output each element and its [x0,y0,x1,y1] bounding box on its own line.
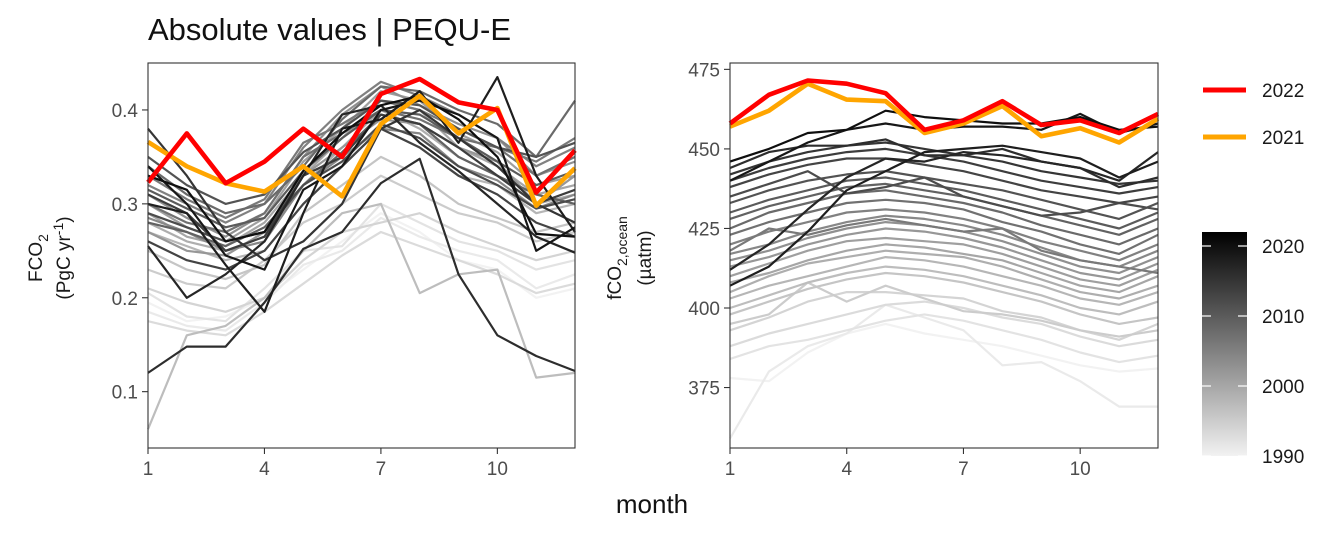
background-series-line-2012 [147,122,576,243]
fco2-ylabel-line1: FCO2 [26,234,51,282]
legend-label-2022: 2022 [1262,81,1304,102]
fco2-ocean-series-group [728,78,1160,440]
background-series-line-1998 [729,256,1159,306]
y-tick-label: 475 [688,60,720,81]
background-series-line-2016 [147,157,576,374]
background-series-line-1996 [729,271,1159,325]
background-series-line-1991 [147,216,576,332]
background-series-line-1994 [147,212,576,313]
highlight-series-line-2022 [146,76,577,195]
fco2-panel-border [147,62,576,449]
background-series-line-1999 [729,249,1159,300]
background-series-line-2015 [147,108,576,262]
background-series-line-2011 [147,99,576,205]
fco2-ylabel-line2: (PgC yr-1) [50,216,75,299]
colorbar-ticks: 2020 2010 2000 1990 [1202,237,1304,468]
background-series-line-1993 [147,230,576,337]
y-tick-label: 0.1 [112,383,138,404]
colorbar [1202,232,1247,456]
fco2-ocean-axes: 375 400 425 450 475 1 4 7 10 [688,60,1090,480]
background-series-line-1990 [729,322,1159,383]
background-series-line-1995 [729,281,1159,338]
background-series-line-2000 [729,243,1159,294]
legend-label-2021: 2021 [1262,128,1304,149]
x-tick-label: 7 [376,459,387,480]
background-series-line-1997 [729,265,1159,316]
fco2-ocean-panel-border [729,62,1159,449]
background-series-line-1991 [729,303,1158,440]
fco2-axes: 0.1 0.2 0.3 0.4 1 4 7 10 [112,101,508,480]
y-tick-label: 400 [688,299,720,320]
y-tick-label: 425 [688,219,720,240]
x-tick-label: 10 [1070,459,1091,480]
x-tick-label: 1 [143,459,154,480]
fco2-ocean-panel: 375 400 425 450 475 1 4 7 10 fCO2,ocean (µatm) [605,60,1160,480]
x-tick-label: 1 [725,459,736,480]
fco2-ocean-ylabel-line1: fCO2,ocean [605,216,630,300]
background-series-line-2015 [729,141,1159,185]
background-series-line-2013 [147,127,576,271]
y-tick-label: 450 [688,140,720,161]
legend: 2022 2021 2020 2010 2000 1990 [1202,81,1304,468]
y-tick-label: 0.4 [112,101,139,122]
colorbar-tick-label: 2010 [1262,307,1304,328]
background-series-line-2020 [147,94,576,243]
background-series-line-2019 [147,99,576,271]
background-series-line-2014 [147,113,576,252]
x-tick-label: 10 [487,459,508,480]
y-tick-label: 0.3 [112,195,138,216]
colorbar-tick-label: 2020 [1262,237,1304,258]
colorbar-tick-label: 1990 [1262,447,1304,468]
colorbar-tick-label: 2000 [1262,377,1304,398]
background-series-line-1995 [147,174,576,290]
background-series-line-2020 [729,109,1159,163]
background-series-line-2005 [147,80,576,224]
background-series-line-2006 [729,217,1159,275]
background-series-line-1992 [147,202,576,323]
background-series-line-2013 [729,157,1159,205]
background-series-line-2018 [729,144,1159,287]
y-tick-label: 0.2 [112,289,138,310]
background-series-line-2002 [729,227,1159,281]
highlight-series-line-2021 [729,81,1160,145]
highlight-series-line-2022 [728,78,1160,136]
y-tick-label: 375 [688,379,720,400]
background-series-line-2005 [729,208,1159,262]
background-series-line-1992 [729,313,1159,364]
x-tick-label: 7 [958,459,969,480]
fco2-series-group [146,76,577,430]
background-series-line-2008 [729,189,1159,246]
x-tick-label: 4 [841,459,852,480]
background-series-line-2001 [729,236,1159,287]
background-series-line-2009 [729,182,1159,236]
legend-highlight-items: 2022 2021 [1203,81,1304,149]
background-series-line-2017 [729,151,1159,271]
x-tick-label: 4 [259,459,270,480]
background-series-line-2014 [729,147,1159,195]
x-axis-title: month [616,489,688,519]
fco2-panel: 0.1 0.2 0.3 0.4 1 4 7 10 FCO2 (PgC yr-1) [26,62,577,480]
background-series-line-2012 [729,170,1159,217]
fco2-ocean-ylabel-line2: (µatm) [635,230,656,285]
chart-title: Absolute values | PEQU-E [148,12,511,47]
background-series-line-2017 [147,104,576,299]
